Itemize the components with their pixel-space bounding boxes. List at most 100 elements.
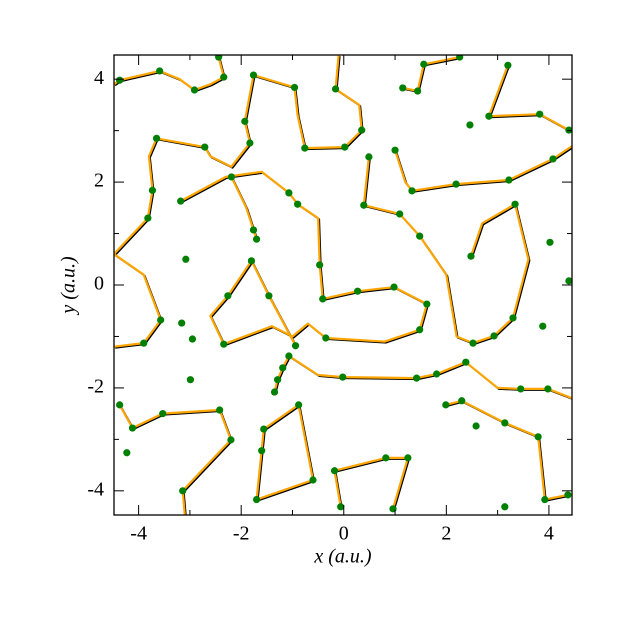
point (216, 406, 224, 414)
point (433, 370, 441, 378)
point (541, 495, 549, 504)
point (294, 200, 302, 208)
point (404, 454, 412, 462)
point (490, 332, 498, 340)
point (220, 340, 228, 348)
point (360, 201, 368, 209)
curve-shadow (114, 76, 256, 256)
curve-shadow (120, 405, 233, 515)
point (265, 292, 273, 300)
point (539, 322, 547, 330)
point (517, 385, 525, 393)
y-tick-label: 2 (94, 170, 104, 192)
point (505, 176, 513, 184)
point (159, 410, 167, 418)
point (322, 334, 330, 342)
point (224, 292, 232, 300)
y-tick-label: 4 (94, 67, 104, 89)
point (330, 467, 339, 475)
y-tick-label: -2 (87, 376, 104, 398)
point (279, 364, 287, 372)
point (178, 319, 186, 327)
curve (114, 55, 225, 92)
point (186, 376, 195, 384)
point (458, 397, 466, 405)
point (128, 424, 137, 432)
point (157, 316, 165, 324)
curve-shadow (395, 147, 572, 193)
point (258, 447, 266, 455)
point (144, 214, 152, 222)
curve (394, 145, 572, 192)
point (331, 85, 340, 93)
point (295, 401, 303, 409)
point (227, 436, 235, 444)
point (412, 374, 421, 382)
curve (273, 354, 572, 400)
point (416, 232, 424, 240)
point (179, 487, 187, 495)
point (456, 55, 464, 61)
point (148, 186, 157, 194)
point (462, 358, 470, 366)
point (399, 84, 407, 92)
point (565, 277, 572, 285)
point (201, 143, 209, 151)
point (408, 187, 416, 195)
point (252, 235, 261, 243)
y-axis-title: y (a.u.) (58, 256, 80, 316)
point (252, 495, 261, 504)
y-tick-label: 0 (94, 273, 104, 295)
point (358, 126, 366, 134)
point (285, 189, 293, 197)
point (215, 55, 223, 61)
point (414, 87, 422, 95)
point (116, 401, 124, 409)
point (501, 419, 509, 427)
point (246, 139, 254, 147)
point (423, 300, 431, 308)
point (390, 283, 398, 291)
x-tick-label: -2 (233, 523, 250, 545)
point (123, 449, 131, 457)
point (467, 252, 475, 260)
curve (114, 74, 255, 255)
point (452, 180, 460, 188)
point (337, 503, 345, 511)
point (534, 433, 542, 441)
point (140, 339, 148, 347)
point (549, 155, 557, 163)
curve-shadow (181, 172, 429, 348)
point (152, 134, 161, 142)
point (472, 422, 480, 430)
curve-shadow (274, 356, 572, 400)
plot-frame (113, 54, 573, 516)
point (416, 326, 424, 334)
point (382, 454, 390, 462)
point (190, 86, 199, 94)
point (420, 60, 428, 68)
curve (445, 399, 569, 501)
x-tick-label: 4 (544, 523, 554, 545)
curve-shadow (446, 401, 570, 502)
point (156, 67, 164, 75)
point (391, 146, 399, 154)
point (564, 491, 572, 499)
point (511, 200, 519, 208)
curve-shadow (489, 66, 571, 133)
point (220, 73, 228, 81)
point (466, 121, 474, 129)
point (565, 126, 572, 134)
curve (402, 56, 460, 93)
point (182, 255, 190, 263)
curve-shadow (257, 405, 315, 502)
plot-area (114, 55, 572, 515)
point (249, 226, 258, 234)
point (396, 210, 404, 218)
point (339, 373, 347, 381)
curve (180, 170, 428, 347)
point (544, 385, 552, 393)
point (341, 143, 349, 151)
x-tick-label: -4 (130, 523, 147, 545)
